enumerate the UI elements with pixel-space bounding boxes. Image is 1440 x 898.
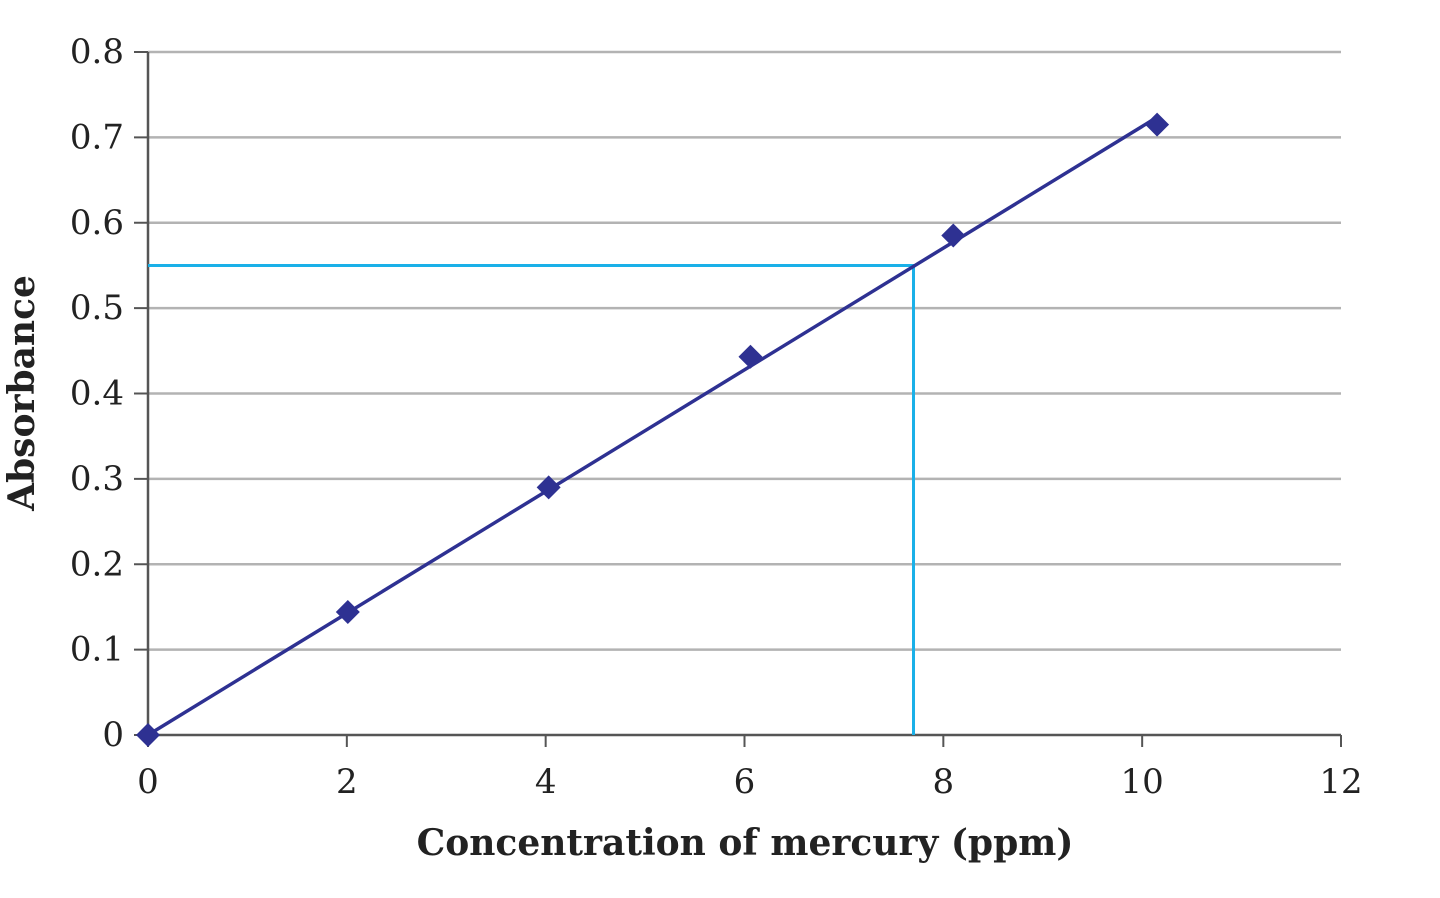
x-tick-label: 10 bbox=[1121, 762, 1164, 802]
y-tick-label: 0.3 bbox=[70, 459, 124, 499]
y-tick-labels: 0 0.1 0.2 0.3 0.4 0.5 0.6 0.7 0.8 bbox=[70, 32, 124, 755]
y-tick-label: 0.6 bbox=[70, 203, 124, 243]
axes bbox=[134, 51, 1342, 747]
gridlines bbox=[148, 50, 1341, 651]
x-axis-label: Concentration of mercury (ppm) bbox=[417, 822, 1074, 864]
x-tick-label: 2 bbox=[336, 762, 358, 802]
data-point bbox=[738, 344, 763, 369]
y-axis-label: Absorbance bbox=[1, 275, 43, 512]
trend-line bbox=[147, 118, 1154, 737]
x-tick-label: 0 bbox=[137, 762, 159, 802]
x-tick-labels: 0 2 4 6 8 10 12 bbox=[137, 762, 1362, 802]
y-tick-label: 0.1 bbox=[70, 630, 124, 670]
data-point bbox=[136, 723, 160, 747]
trendline bbox=[147, 118, 1154, 737]
data-point bbox=[536, 475, 561, 500]
x-tick-label: 12 bbox=[1319, 762, 1362, 802]
x-tick-label: 4 bbox=[535, 762, 557, 802]
data-point bbox=[1145, 112, 1170, 137]
y-tick-label: 0.4 bbox=[70, 374, 124, 414]
y-tick-label: 0.5 bbox=[70, 288, 124, 328]
x-tick-label: 6 bbox=[734, 762, 756, 802]
y-tick-label: 0 bbox=[102, 715, 124, 755]
y-tick-label: 0.2 bbox=[70, 544, 124, 584]
x-tick-label: 8 bbox=[933, 762, 955, 802]
y-tick-label: 0.8 bbox=[70, 32, 124, 72]
y-tick-label: 0.7 bbox=[70, 117, 124, 157]
data-point bbox=[941, 223, 966, 248]
data-point bbox=[335, 600, 360, 625]
data-points bbox=[136, 112, 1170, 747]
